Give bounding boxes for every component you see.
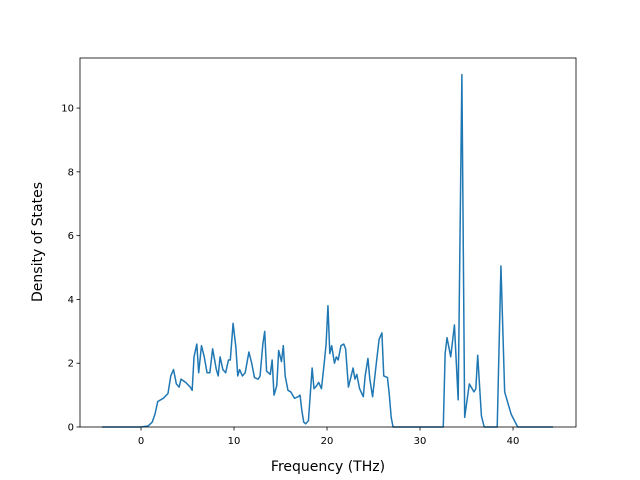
x-tick-label: 10 <box>228 436 241 447</box>
x-tick-label: 30 <box>414 436 427 447</box>
y-tick-label: 4 <box>68 295 74 306</box>
y-tick-label: 2 <box>68 359 74 370</box>
y-tick-label: 8 <box>68 167 74 178</box>
y-axis-label: Density of States <box>30 182 46 302</box>
x-tick-label: 20 <box>321 436 334 447</box>
x-tick-label: 0 <box>138 436 144 447</box>
y-tick-label: 10 <box>61 104 74 115</box>
dos-line <box>102 73 554 428</box>
x-axis-label: Frequency (THz) <box>271 459 385 475</box>
y-tick-label: 0 <box>68 423 74 434</box>
y-tick-label: 6 <box>68 231 74 242</box>
plot-frame <box>79 57 577 428</box>
x-tick-label: 40 <box>507 436 520 447</box>
